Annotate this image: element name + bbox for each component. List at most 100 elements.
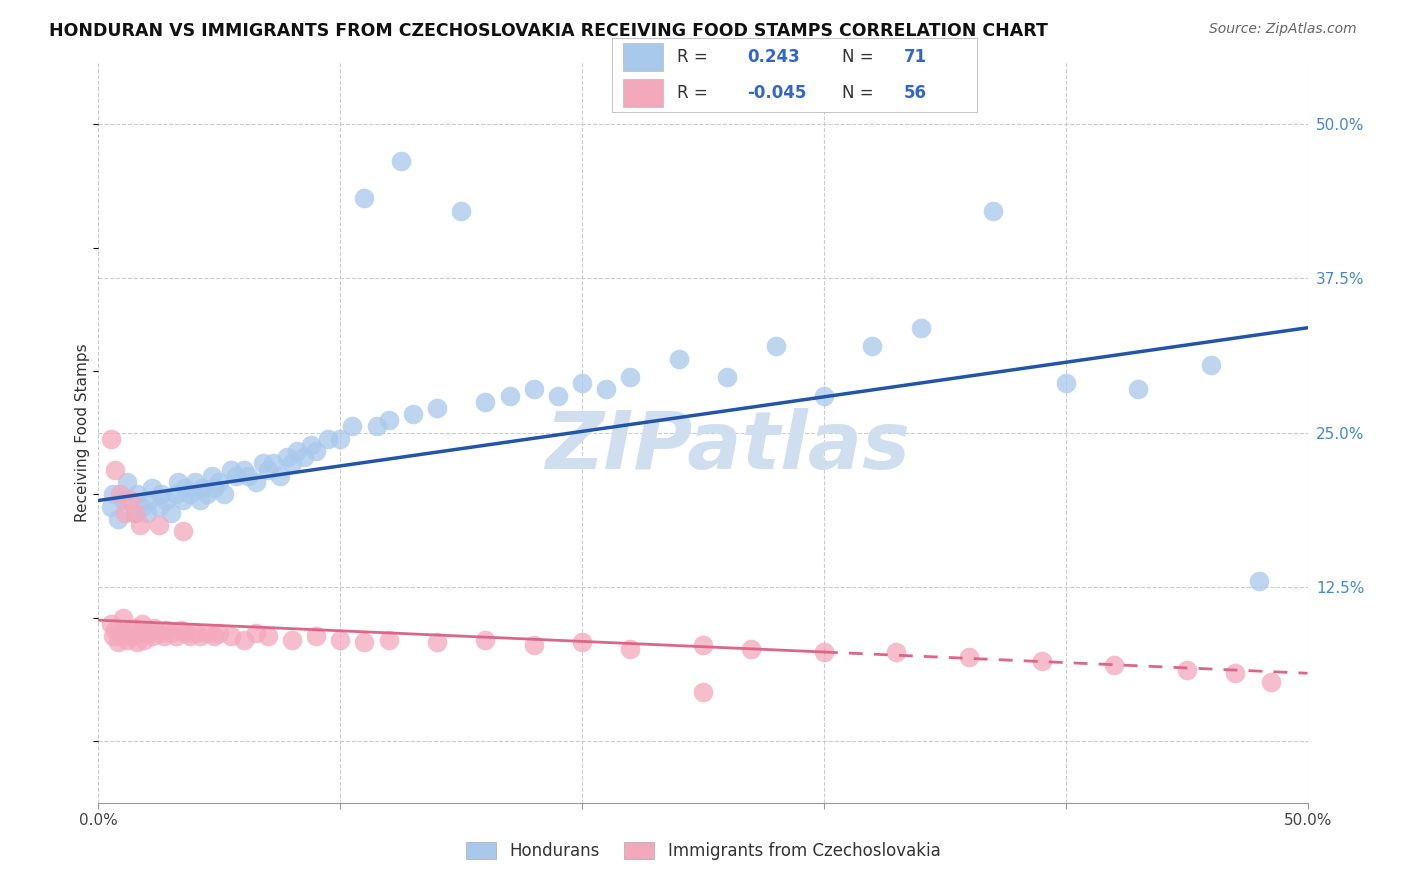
- Point: [108, 629, 131, 643]
- Point: [174, 481, 197, 495]
- Point: [498, 389, 520, 403]
- Point: [276, 450, 298, 465]
- Point: [547, 389, 569, 403]
- Point: [1199, 358, 1222, 372]
- Point: [201, 468, 224, 483]
- Point: [155, 623, 177, 637]
- Point: [474, 394, 496, 409]
- Point: [571, 635, 593, 649]
- Point: [148, 518, 170, 533]
- Point: [141, 481, 163, 495]
- Point: [813, 389, 835, 403]
- Legend: Hondurans, Immigrants from Czechoslovakia: Hondurans, Immigrants from Czechoslovaki…: [457, 834, 949, 869]
- Point: [107, 512, 129, 526]
- Point: [100, 432, 122, 446]
- Point: [208, 475, 231, 489]
- Point: [155, 493, 177, 508]
- Point: [160, 506, 183, 520]
- Point: [957, 650, 980, 665]
- Point: [256, 462, 278, 476]
- Point: [100, 500, 122, 514]
- Point: [910, 320, 932, 334]
- Text: R =: R =: [678, 84, 709, 103]
- Point: [353, 635, 375, 649]
- Point: [232, 632, 254, 647]
- Point: [305, 444, 328, 458]
- Point: [426, 401, 449, 415]
- Text: 0.243: 0.243: [747, 47, 800, 66]
- Point: [121, 629, 143, 643]
- Point: [191, 481, 214, 495]
- Point: [981, 203, 1004, 218]
- Point: [127, 487, 149, 501]
- Point: [1223, 666, 1246, 681]
- Point: [366, 419, 388, 434]
- Point: [172, 524, 194, 539]
- Point: [402, 407, 425, 421]
- Point: [101, 629, 124, 643]
- Point: [117, 632, 139, 647]
- Point: [152, 629, 174, 643]
- Point: [128, 518, 150, 533]
- Point: [195, 625, 218, 640]
- Y-axis label: Receiving Food Stamps: Receiving Food Stamps: [75, 343, 90, 522]
- Point: [886, 645, 908, 659]
- Text: R =: R =: [678, 47, 709, 66]
- Point: [148, 625, 170, 640]
- Point: [232, 462, 254, 476]
- Point: [134, 632, 156, 647]
- Point: [148, 500, 170, 514]
- Point: [118, 493, 141, 508]
- Point: [668, 351, 690, 366]
- Point: [150, 487, 173, 501]
- Point: [474, 632, 496, 647]
- Point: [377, 413, 399, 427]
- Point: [285, 444, 308, 458]
- Point: [619, 641, 641, 656]
- Point: [212, 487, 235, 501]
- Point: [619, 370, 641, 384]
- Point: [131, 500, 153, 514]
- Point: [1031, 654, 1053, 668]
- Point: [179, 629, 201, 643]
- Point: [281, 457, 304, 471]
- Point: [195, 487, 218, 501]
- Point: [124, 506, 146, 520]
- Point: [342, 419, 364, 434]
- Point: [100, 616, 122, 631]
- Point: [131, 616, 153, 631]
- Text: N =: N =: [842, 47, 873, 66]
- Point: [127, 635, 149, 649]
- Point: [165, 629, 187, 643]
- Point: [1102, 657, 1125, 672]
- Point: [1054, 376, 1077, 391]
- Point: [252, 457, 274, 471]
- Point: [118, 623, 141, 637]
- Point: [167, 475, 190, 489]
- Point: [104, 623, 127, 637]
- Point: [813, 645, 835, 659]
- Point: [221, 462, 243, 476]
- Point: [299, 438, 322, 452]
- Point: [111, 493, 134, 508]
- Point: [225, 468, 247, 483]
- Text: -0.045: -0.045: [747, 84, 806, 103]
- Point: [1175, 663, 1198, 677]
- Point: [165, 487, 187, 501]
- Point: [117, 475, 139, 489]
- Point: [184, 475, 207, 489]
- Point: [160, 625, 183, 640]
- Point: [143, 621, 166, 635]
- Bar: [623, 43, 662, 70]
- Point: [188, 629, 211, 643]
- Point: [138, 623, 160, 637]
- Point: [141, 629, 163, 643]
- Point: [269, 468, 291, 483]
- Point: [101, 487, 124, 501]
- Point: [765, 339, 787, 353]
- Point: [1249, 574, 1271, 588]
- Bar: [623, 79, 662, 107]
- Point: [523, 638, 546, 652]
- Point: [692, 638, 714, 652]
- Point: [353, 191, 375, 205]
